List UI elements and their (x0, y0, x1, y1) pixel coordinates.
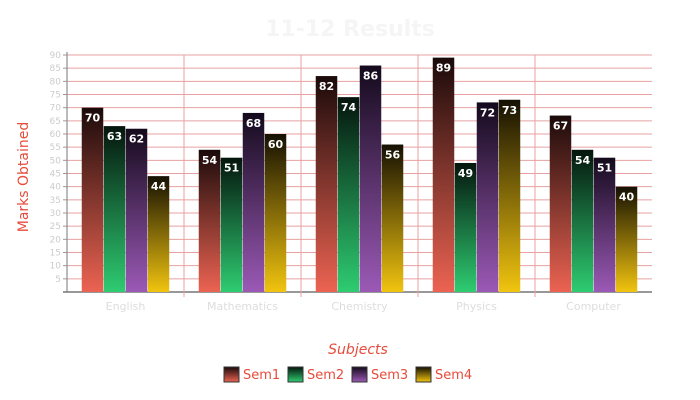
x-axis-categories: English Mathematics Chemistry Physics Comput… (106, 300, 622, 313)
data-label: 54 (202, 154, 218, 167)
y-tick-label: 90 (50, 51, 62, 61)
bar-sem3-mathematics (242, 112, 265, 292)
y-axis-ticks: 5 10 15 20 25 30 35 40 45 50 55 60 65 70 75 80 85 90 (50, 51, 67, 285)
legend-swatch-sem1 (223, 366, 240, 383)
y-tick-label: 80 (50, 77, 62, 87)
bar-sem3-english (125, 128, 148, 292)
bar-sem4-chemistry (381, 144, 404, 292)
legend-swatch-sem4 (415, 366, 432, 383)
y-tick-label: 10 (50, 262, 62, 272)
bar-sem4-english (147, 176, 170, 292)
data-label: 54 (575, 154, 591, 167)
data-label: 51 (224, 162, 239, 175)
bar-sem3-physics (476, 102, 499, 293)
y-tick-label: 70 (50, 104, 62, 114)
legend-label: Sem2 (307, 368, 344, 383)
bar-sem2-english (103, 126, 126, 292)
data-label: 72 (480, 106, 495, 119)
bar-sem4-physics (498, 99, 521, 293)
bar-sem2-computer (571, 149, 594, 292)
bar-sem2-physics (454, 162, 477, 292)
bar-sem2-mathematics (220, 157, 243, 292)
data-label: 40 (619, 191, 635, 204)
bar-sem1-computer (549, 115, 572, 292)
y-tick-label: 5 (55, 275, 61, 285)
y-tick-label: 55 (50, 143, 61, 153)
data-label: 68 (246, 117, 261, 130)
x-tick-label: Chemistry (331, 300, 388, 313)
bar-sem1-mathematics (198, 149, 221, 292)
x-axis-label: Subjects (328, 342, 388, 358)
data-label: 49 (458, 167, 473, 180)
x-tick-label: Mathematics (207, 300, 278, 313)
y-tick-label: 25 (50, 222, 61, 232)
y-tick-label: 60 (50, 130, 62, 140)
data-label: 82 (319, 80, 334, 93)
data-label: 86 (363, 70, 379, 83)
legend-label: Sem4 (435, 368, 472, 383)
y-tick-label: 65 (50, 117, 61, 127)
bar-sem2-chemistry (337, 97, 360, 292)
bars (81, 57, 638, 293)
y-tick-label: 50 (50, 156, 62, 166)
data-label: 44 (151, 180, 167, 193)
bar-sem4-mathematics (264, 134, 287, 292)
x-tick-label: English (106, 300, 146, 313)
bar-sem1-physics (432, 57, 455, 293)
data-label: 63 (107, 130, 122, 143)
y-tick-label: 15 (50, 249, 61, 259)
y-tick-label: 30 (50, 209, 62, 219)
bar-sem3-chemistry (359, 65, 382, 293)
y-tick-label: 35 (50, 196, 61, 206)
y-tick-label: 45 (50, 170, 61, 180)
data-label: 62 (129, 133, 144, 146)
legend: Sem1 Sem2 Sem3 Sem4 (223, 366, 472, 383)
x-tick-label: Physics (456, 300, 497, 313)
bar-sem1-english (81, 107, 104, 293)
data-label: 60 (268, 138, 284, 151)
y-tick-label: 40 (50, 183, 62, 193)
data-label: 73 (502, 104, 517, 117)
legend-label: Sem3 (371, 368, 408, 383)
bar-sem1-chemistry (315, 76, 338, 292)
y-tick-label: 20 (50, 235, 62, 245)
legend-swatch-sem2 (287, 366, 304, 383)
bar-sem4-computer (615, 186, 638, 292)
data-label: 74 (341, 101, 357, 114)
y-tick-label: 75 (50, 91, 61, 101)
data-label: 89 (436, 62, 451, 75)
y-tick-label: 85 (50, 64, 61, 74)
data-label: 51 (597, 162, 612, 175)
x-tick-label: Computer (566, 300, 621, 313)
bar-sem3-computer (593, 157, 616, 292)
data-label: 70 (85, 112, 101, 125)
data-labels: 70 63 62 44 54 51 68 60 82 74 86 56 89 49 72 73 67 54 51 40 (85, 62, 635, 204)
data-label: 67 (553, 120, 568, 133)
y-axis-label: Marks Obtained (16, 122, 32, 233)
data-label: 56 (385, 149, 401, 162)
legend-swatch-sem3 (351, 366, 368, 383)
legend-label: Sem1 (243, 368, 280, 383)
chart-title: 11-12 Results (265, 17, 435, 42)
